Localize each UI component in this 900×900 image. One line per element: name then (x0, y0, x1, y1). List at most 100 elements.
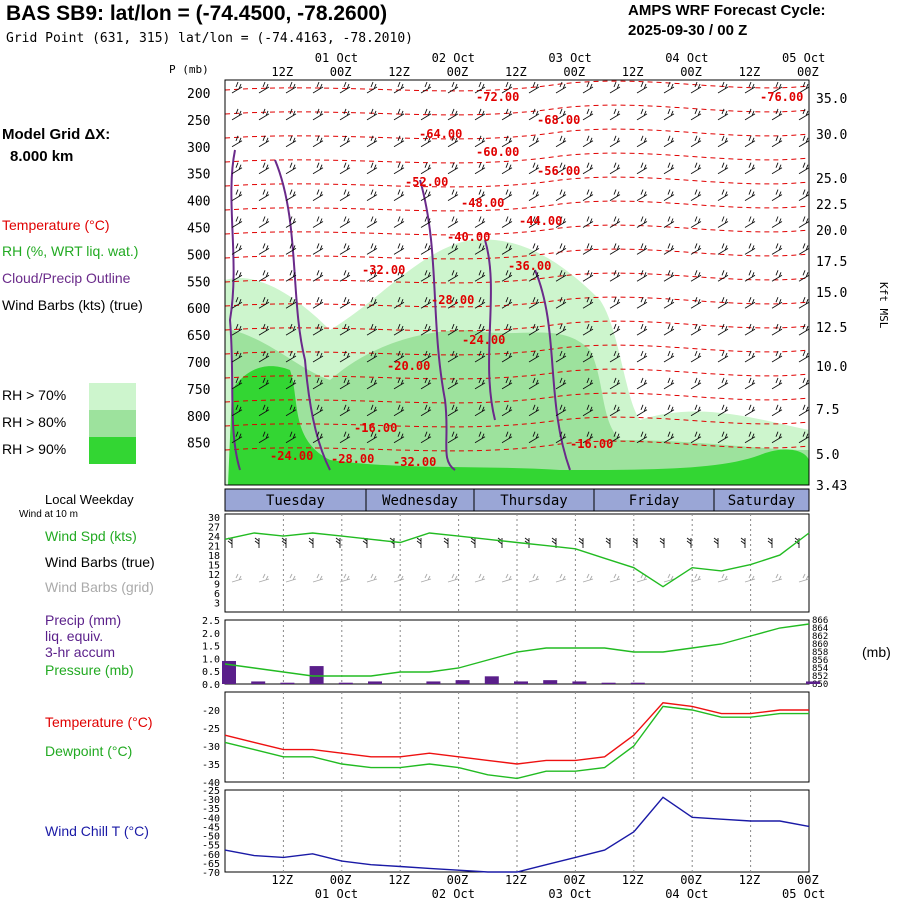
wind-speed-tick: 27 (208, 523, 220, 534)
wind-barb (285, 297, 297, 309)
wind-barb (231, 243, 243, 255)
wind-barb (447, 162, 459, 175)
wind-barb-grid (636, 573, 648, 583)
height-tick-label: 17.5 (816, 255, 847, 270)
pressure-unit-label: (mb) (862, 644, 891, 660)
wind-barb (420, 81, 432, 94)
wind-barb (555, 243, 567, 255)
wind-barb (582, 297, 594, 309)
wind-barb (771, 297, 783, 309)
wind-barb-true (308, 537, 314, 548)
wind-barb (582, 81, 594, 94)
wind-barb (447, 135, 459, 148)
wind-barb (528, 189, 540, 201)
temperature-contour (224, 176, 810, 188)
wind-barb (501, 404, 513, 417)
pressure-tick: 850 (812, 680, 828, 690)
wind-barb (582, 108, 594, 121)
wind-barb (717, 81, 729, 94)
rh90-region (228, 366, 809, 485)
precip-tick: 0.0 (202, 680, 220, 691)
wind-barb (609, 216, 621, 228)
wind-barb (663, 431, 675, 444)
wind-barb (744, 216, 756, 228)
pressure-tick: 864 (812, 624, 828, 634)
wind-barb (609, 297, 621, 309)
wind-barb-grid (582, 573, 594, 583)
wind-speed-line (224, 532, 810, 588)
wind-barb (474, 216, 486, 228)
wind-barb (636, 108, 648, 121)
height-tick-label: 12.5 (816, 321, 847, 336)
temperature-contour-label: -20.00 (387, 359, 430, 373)
wind-barb (501, 350, 513, 363)
wind-barb (771, 108, 783, 121)
wind-barb-grid (798, 573, 810, 583)
wind-speed-tick: 18 (208, 551, 220, 562)
wind-barb (798, 431, 810, 444)
wind-chill-tick: -60 (202, 850, 220, 861)
wind-speed-tick: 12 (208, 570, 220, 581)
wind-barb (744, 108, 756, 121)
wind-barb (366, 108, 378, 121)
wind-barb (717, 431, 729, 444)
wind-barb-true (632, 537, 638, 548)
wind-barb (339, 297, 351, 309)
wind-barb-grid (312, 573, 324, 583)
wind-barb (744, 350, 756, 363)
wind-barb-grid (420, 573, 432, 583)
wind-barb-true (443, 537, 449, 548)
legend-rh: RH (%, WRT liq. wat.) (2, 243, 139, 259)
wind-barb (636, 243, 648, 255)
wind-barb (312, 108, 324, 121)
temperature-contour (224, 272, 810, 284)
wind-barb (393, 189, 405, 201)
wind-barb (420, 377, 432, 390)
legend-rh70-swatch (89, 383, 136, 410)
wind-10m-label: Wind at 10 m (19, 509, 78, 520)
wind-barb (339, 350, 351, 363)
wind-barb (366, 404, 378, 417)
wind-barb (501, 189, 513, 201)
wind-barb (258, 81, 270, 94)
wind-barb-true (740, 537, 746, 548)
temperature-contour (224, 440, 810, 452)
temperature-contour (224, 248, 810, 260)
wind-barb (609, 135, 621, 148)
wind-barb (366, 135, 378, 148)
height-tick-label: 30.0 (816, 128, 847, 143)
wind-barb (231, 297, 243, 309)
wind-barb (447, 216, 459, 228)
temperature-contour (224, 320, 810, 332)
wind-barb (258, 350, 270, 363)
wind-barb (690, 377, 702, 390)
wind-barb-true (686, 537, 692, 548)
wind-barb (663, 377, 675, 390)
wind-barb (744, 431, 756, 444)
wind-barb (339, 243, 351, 255)
pressure-tick: 862 (812, 632, 828, 642)
time-hour-label-top: 00Z (330, 65, 352, 79)
wind-barb (420, 243, 432, 255)
legend-rh90-label: RH > 90% (2, 441, 67, 457)
wind-barb (663, 323, 675, 336)
wind-barb (366, 323, 378, 336)
wind-barb (717, 377, 729, 390)
wind-barb (744, 270, 756, 282)
wind-barb (501, 135, 513, 148)
wind-barb (555, 350, 567, 363)
wind-speed-tick: 15 (208, 561, 220, 572)
wind-barb (366, 216, 378, 228)
wind-barb (690, 323, 702, 336)
wind-barb (420, 323, 432, 336)
wind-chill-tick: -70 (202, 868, 220, 879)
temperature-contour (224, 128, 810, 140)
wind-barb (420, 431, 432, 444)
temperature-contour-label: -28.00 (431, 293, 474, 307)
wind-barb (528, 108, 540, 121)
wind-barb (609, 270, 621, 282)
wind-barb (744, 323, 756, 336)
wind-barb (744, 404, 756, 417)
legend-dewpoint: Dewpoint (°C) (45, 743, 133, 759)
wind-barb (231, 162, 243, 175)
